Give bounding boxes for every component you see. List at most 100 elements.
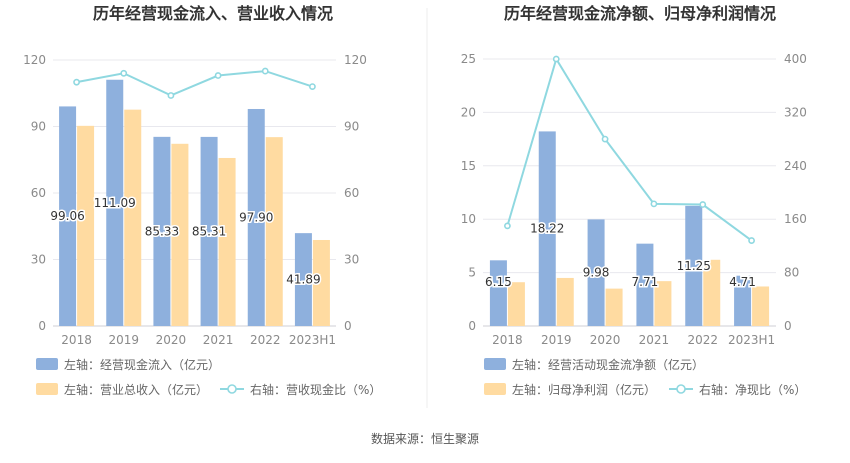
ratio-point [309, 83, 316, 90]
y-left-tick-label: 120 [23, 53, 46, 67]
bar-secondary [507, 282, 525, 326]
ratio-point [167, 92, 175, 99]
bar-primary [106, 79, 124, 326]
y-right-tick-label: 30 [344, 253, 359, 267]
ratio-point [699, 201, 707, 208]
y-left-tick-label: 90 [31, 120, 46, 134]
y-left-tick-label: 60 [31, 186, 46, 200]
bar-secondary [77, 125, 95, 327]
chart-title: 历年经营现金流入、营业收入情况 [93, 4, 333, 23]
bar-data-label: 11.25 [677, 259, 711, 273]
x-tick-label: 2019 [541, 333, 572, 347]
x-tick-label: 2021 [639, 333, 670, 347]
y-right-tick-label: 0 [344, 319, 352, 333]
bar-secondary [124, 109, 142, 326]
bar-secondary [171, 143, 189, 326]
legend-label-line: 右轴：营收现金比（%） [250, 382, 381, 397]
ratio-point [601, 135, 609, 143]
x-tick-label: 2018 [492, 333, 523, 347]
bar-primary [685, 205, 703, 326]
bar-primary [734, 275, 752, 326]
bar-secondary [605, 288, 623, 326]
legend-swatch-secondary [36, 383, 58, 395]
x-tick-label: 2022 [250, 333, 281, 347]
y-left-tick-label: 20 [461, 105, 476, 119]
bar-secondary [752, 286, 770, 326]
ratio-line [506, 56, 753, 242]
bar-secondary [312, 239, 330, 326]
bar-data-label: 97.90 [239, 210, 273, 224]
y-left-tick-label: 0 [38, 319, 46, 333]
bar-data-label: 9.98 [583, 266, 610, 280]
ratio-point [73, 78, 80, 86]
legend-label-primary: 左轴：经营活动现金流净额（亿元） [512, 357, 704, 372]
bar-data-label: 111.09 [94, 196, 136, 210]
bar-data-label: 85.33 [145, 224, 179, 238]
y-right-tick-label: 90 [344, 120, 359, 134]
y-right-tick-label: 60 [344, 186, 359, 200]
y-left-tick-label: 30 [31, 253, 46, 267]
y-right-tick-label: 400 [784, 52, 807, 66]
bar-data-label: 18.22 [530, 222, 564, 236]
ratio-point [650, 200, 658, 208]
legend-swatch-secondary [484, 383, 506, 395]
bar-data-label: 7.71 [632, 275, 659, 289]
bar-primary [538, 131, 556, 326]
bar-primary [489, 260, 507, 326]
bar-primary [294, 233, 312, 326]
x-tick-label: 2022 [687, 333, 718, 347]
data-source-text: 数据来源：恒生聚源 [371, 431, 479, 446]
bar-data-label: 4.71 [729, 275, 756, 289]
bar-primary [636, 243, 654, 326]
bar-data-label: 85.31 [192, 224, 226, 238]
x-tick-label: 2018 [61, 333, 92, 347]
bar-data-label: 99.06 [50, 209, 84, 223]
legend-label-secondary: 左轴：营业总收入（亿元） [64, 382, 208, 397]
y-left-tick-label: 5 [468, 266, 476, 280]
bar-primary [587, 219, 605, 326]
x-tick-label: 2020 [590, 333, 621, 347]
x-tick-label: 2021 [203, 333, 234, 347]
x-tick-label: 2023H1 [728, 333, 775, 347]
legend-label-secondary: 左轴：归母净利润（亿元） [512, 382, 656, 397]
y-left-tick-label: 25 [461, 52, 476, 66]
y-right-tick-label: 80 [784, 266, 799, 280]
ratio-point [214, 72, 222, 79]
legend-line-marker [676, 384, 686, 394]
y-left-tick-label: 15 [461, 159, 476, 173]
y-right-tick-label: 0 [784, 319, 792, 333]
ratio-point [120, 69, 128, 77]
y-right-tick-label: 120 [344, 53, 367, 67]
ratio-line [76, 70, 313, 97]
x-tick-label: 2023H1 [289, 333, 336, 347]
bar-secondary [218, 157, 236, 326]
bar-data-label: 6.15 [485, 275, 512, 289]
bar-secondary [654, 281, 672, 326]
ratio-point [261, 67, 269, 75]
bar-secondary [265, 137, 283, 326]
legend-line-marker [227, 384, 237, 394]
x-tick-label: 2020 [156, 333, 187, 347]
bar-primary [153, 136, 171, 326]
bar-secondary [556, 277, 574, 326]
ratio-point [748, 237, 755, 244]
legend-label-line: 右轴：净现比（%） [699, 382, 806, 397]
bar-data-label: 41.89 [286, 273, 320, 287]
bar-primary [247, 108, 265, 326]
ratio-point [504, 222, 511, 230]
legend-swatch-primary [484, 358, 506, 370]
y-right-tick-label: 240 [784, 159, 807, 173]
bar-primary [59, 106, 77, 327]
bar-secondary [703, 259, 721, 326]
y-right-tick-label: 320 [784, 105, 807, 119]
ratio-point [552, 55, 560, 63]
y-left-tick-label: 0 [468, 319, 476, 333]
bar-primary [200, 136, 218, 326]
y-left-tick-label: 10 [461, 212, 476, 226]
x-tick-label: 2019 [108, 333, 139, 347]
y-right-tick-label: 160 [784, 212, 807, 226]
chart-title: 历年经营现金流净额、归母净利润情况 [504, 4, 776, 23]
legend-label-primary: 左轴：经营现金流入（亿元） [64, 357, 220, 372]
